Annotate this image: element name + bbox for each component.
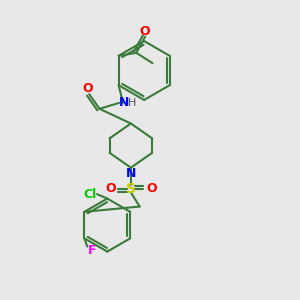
- Text: O: O: [140, 25, 150, 38]
- Text: Cl: Cl: [83, 188, 96, 201]
- Text: N: N: [119, 96, 130, 110]
- Text: O: O: [146, 182, 157, 195]
- Text: O: O: [105, 182, 116, 195]
- Text: F: F: [88, 244, 97, 257]
- Text: S: S: [126, 182, 136, 196]
- Text: H: H: [128, 98, 136, 108]
- Text: O: O: [82, 82, 93, 95]
- Text: N: N: [126, 167, 136, 180]
